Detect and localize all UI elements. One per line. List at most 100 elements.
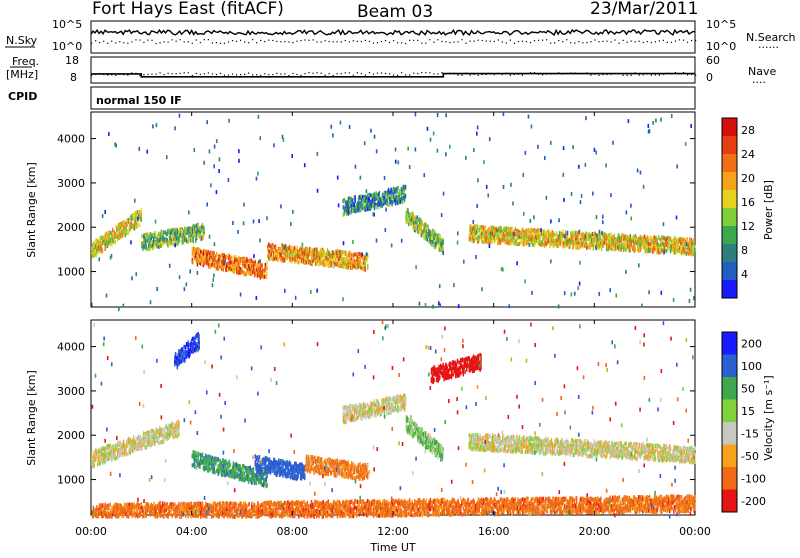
nave-dot — [606, 74, 607, 75]
nave-dot — [329, 73, 330, 74]
nsearch-dot — [349, 41, 350, 42]
nave-dot — [417, 73, 418, 74]
echo-cell — [442, 251, 444, 255]
echo-cell — [346, 256, 347, 260]
echo-cell — [167, 240, 168, 244]
echo-cell — [125, 448, 126, 452]
nave-right-tick-top: 60 — [706, 54, 720, 67]
echo-cell — [317, 152, 319, 156]
nave-dot — [518, 74, 519, 75]
echo-cell — [189, 269, 191, 273]
nave-dot — [651, 75, 652, 76]
echo-cell — [266, 272, 267, 276]
nsearch-dot — [474, 41, 475, 42]
echo-cell — [663, 222, 665, 226]
nsearch-dot — [99, 42, 100, 43]
nsearch-dot — [321, 41, 322, 42]
nsearch-dot — [691, 40, 692, 41]
echo-cell — [693, 239, 694, 243]
echo-cell — [463, 260, 465, 264]
echo-cell — [188, 210, 190, 214]
nsearch-dot — [252, 39, 253, 40]
echo-cell — [550, 259, 552, 263]
nsearch-dot — [296, 41, 297, 42]
nave-dot — [614, 73, 615, 74]
echo-cell — [640, 171, 642, 175]
power-colorbar-tick: 28 — [741, 124, 755, 137]
echo-cell — [206, 202, 208, 206]
nave-dot — [582, 73, 583, 74]
nave-dot — [667, 73, 668, 74]
echo-cell — [457, 241, 459, 245]
echo-cell — [114, 453, 115, 457]
nsearch-dot — [139, 39, 140, 40]
nsearch-dot — [312, 39, 313, 40]
nave-dot — [296, 74, 297, 75]
nave-dot — [99, 73, 100, 74]
echo-cell — [112, 228, 113, 232]
echo-cell — [560, 241, 561, 245]
echo-cell — [273, 143, 275, 147]
echo-cell — [147, 233, 148, 237]
nave-dot — [308, 72, 309, 73]
nave-dot — [204, 73, 205, 74]
echo-cell — [123, 230, 124, 234]
nave-dot — [457, 74, 458, 75]
echo-cell — [352, 240, 354, 244]
echo-cell — [218, 169, 220, 173]
echo-cell — [530, 233, 531, 237]
echo-cell — [141, 447, 142, 451]
nave-dot — [482, 74, 483, 75]
nave-dot — [659, 74, 660, 75]
nave-dot — [224, 75, 225, 76]
nsearch-dot — [421, 43, 422, 44]
nave-dot — [546, 74, 547, 75]
echo-cell — [584, 235, 586, 239]
nave-dot — [143, 74, 144, 75]
nsearch-dot — [123, 42, 124, 43]
echo-cell — [146, 431, 147, 435]
echo-cell — [567, 231, 569, 235]
echo-cell — [676, 239, 677, 243]
echo-cell — [372, 212, 374, 216]
nsearch-dot — [353, 40, 354, 41]
nsearch-dot — [546, 39, 547, 40]
echo-cell — [585, 116, 587, 120]
nsearch-dot — [470, 41, 471, 42]
nsearch-dot — [316, 41, 317, 42]
nsearch-dot — [216, 42, 217, 43]
echo-cell — [349, 203, 350, 207]
nave-dot — [675, 72, 676, 73]
echo-cell — [473, 148, 475, 152]
nsearch-dot — [248, 42, 249, 43]
echo-cell — [563, 198, 565, 202]
nsearch-dot — [308, 40, 309, 41]
nsearch-dot — [538, 40, 539, 41]
echo-cell — [179, 275, 181, 279]
nave-dot — [514, 74, 515, 75]
echo-cell — [439, 284, 441, 288]
echo-cell — [274, 257, 275, 261]
echo-cell — [184, 232, 185, 236]
nsearch-dot — [244, 41, 245, 42]
echo-cell — [379, 191, 380, 195]
echo-cell — [689, 299, 691, 303]
nave-dot — [453, 73, 454, 74]
power-colorbar-tick: 20 — [741, 172, 755, 185]
echo-cell — [150, 300, 152, 304]
echo-cell — [614, 234, 615, 238]
nave-dot — [554, 73, 555, 74]
nave-dot — [413, 73, 414, 74]
nave-dot — [405, 74, 406, 75]
nave-dot — [95, 74, 96, 75]
echo-cell — [352, 199, 354, 203]
power-colorbar-swatch — [722, 226, 737, 245]
echo-cell — [161, 244, 162, 248]
echo-cell — [370, 129, 372, 133]
nave-dot — [196, 73, 197, 74]
nsearch-dot — [405, 43, 406, 44]
nsearch-dot — [389, 42, 390, 43]
echo-cell — [686, 242, 688, 246]
echo-cell — [671, 114, 673, 118]
nave-dot — [570, 72, 571, 73]
